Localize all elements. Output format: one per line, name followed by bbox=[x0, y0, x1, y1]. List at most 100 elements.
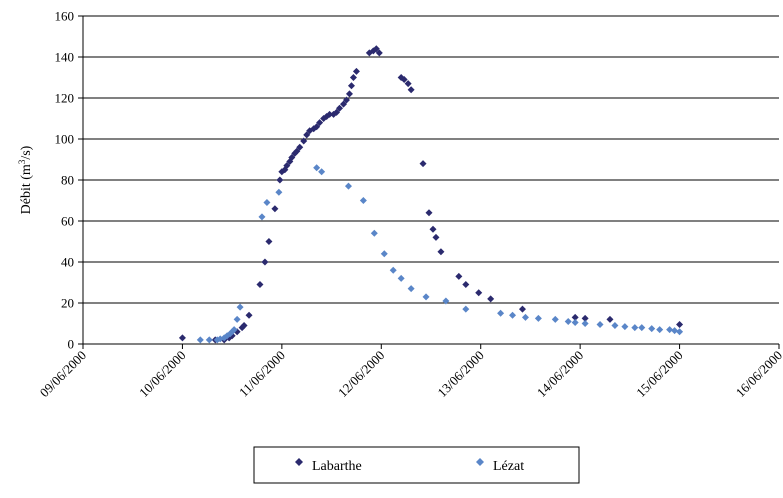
data-point bbox=[621, 323, 629, 331]
y-tick-label: 20 bbox=[61, 296, 74, 311]
data-point bbox=[344, 182, 352, 190]
y-tick-label: 0 bbox=[68, 337, 75, 352]
legend-marker-lezat bbox=[476, 458, 484, 466]
x-axis-ticks: 09/06/2000 10/06/2000 11/06/2000 12/06/2000… bbox=[37, 344, 783, 400]
grid-lines bbox=[83, 15, 779, 304]
data-point bbox=[462, 305, 470, 313]
legend-label-labarthe: Labarthe bbox=[312, 459, 362, 474]
data-point bbox=[611, 322, 619, 330]
data-point bbox=[462, 281, 470, 289]
data-point bbox=[407, 86, 415, 94]
data-point bbox=[564, 317, 572, 325]
data-point bbox=[349, 74, 357, 81]
data-points bbox=[178, 45, 684, 344]
y-tick-label: 120 bbox=[55, 91, 75, 106]
data-point bbox=[283, 162, 291, 170]
data-point bbox=[425, 209, 433, 217]
axes bbox=[82, 16, 779, 345]
data-point bbox=[380, 250, 388, 258]
data-point bbox=[205, 336, 213, 344]
x-tick-label: 11/06/2000 bbox=[236, 348, 288, 400]
data-point bbox=[326, 110, 334, 118]
data-point bbox=[340, 100, 348, 108]
legend-label-lezat: Lézat bbox=[493, 459, 524, 474]
data-point bbox=[318, 168, 326, 176]
data-point bbox=[407, 285, 415, 293]
y-tick-label: 40 bbox=[61, 255, 74, 270]
data-point bbox=[375, 49, 383, 57]
data-point bbox=[263, 199, 271, 207]
x-tick-label: 15/06/2000 bbox=[633, 348, 685, 400]
x-tick-label: 10/06/2000 bbox=[136, 348, 188, 400]
legend-marker-labarthe bbox=[295, 458, 303, 466]
data-point bbox=[596, 321, 604, 329]
data-point bbox=[333, 108, 341, 116]
data-point bbox=[671, 327, 679, 335]
data-point bbox=[275, 188, 283, 196]
data-point bbox=[676, 328, 684, 336]
data-point bbox=[296, 143, 304, 151]
data-point bbox=[245, 311, 253, 319]
data-point bbox=[497, 309, 505, 317]
data-point bbox=[419, 160, 427, 168]
data-point bbox=[347, 82, 355, 90]
data-point bbox=[400, 76, 408, 84]
data-point bbox=[429, 225, 437, 233]
data-point bbox=[256, 281, 264, 289]
data-point bbox=[581, 320, 589, 327]
data-point bbox=[422, 293, 430, 301]
data-point bbox=[233, 315, 241, 323]
data-point bbox=[437, 248, 445, 256]
data-point bbox=[316, 119, 324, 127]
data-point bbox=[455, 272, 463, 280]
y-axis-ticks: 0 20 40 60 80 100 120 140 160 bbox=[55, 9, 83, 352]
data-point bbox=[432, 233, 440, 241]
y-tick-label: 100 bbox=[55, 132, 75, 147]
data-point bbox=[404, 80, 412, 88]
data-point bbox=[370, 229, 378, 237]
data-point bbox=[352, 67, 360, 75]
data-point bbox=[397, 274, 405, 282]
series-labarthe bbox=[178, 45, 684, 344]
data-point bbox=[606, 315, 614, 323]
data-point bbox=[631, 324, 639, 332]
data-point bbox=[638, 324, 646, 332]
data-point bbox=[261, 258, 269, 266]
data-point bbox=[342, 96, 350, 104]
data-point bbox=[442, 297, 450, 305]
data-point bbox=[236, 303, 244, 311]
data-point bbox=[534, 314, 542, 322]
data-point bbox=[372, 45, 380, 53]
data-point bbox=[551, 315, 559, 323]
data-point bbox=[666, 326, 674, 334]
data-point bbox=[240, 322, 248, 330]
y-tick-label: 160 bbox=[55, 9, 75, 24]
data-point bbox=[265, 238, 273, 245]
data-point bbox=[581, 314, 589, 322]
data-point bbox=[345, 90, 353, 98]
data-point bbox=[300, 137, 308, 145]
x-tick-label: 09/06/2000 bbox=[37, 348, 89, 400]
data-point bbox=[313, 123, 321, 131]
x-tick-label: 13/06/2000 bbox=[434, 348, 486, 400]
data-point bbox=[276, 176, 284, 184]
data-point bbox=[293, 147, 301, 155]
data-point bbox=[656, 326, 664, 334]
data-point bbox=[648, 325, 656, 333]
data-point bbox=[230, 326, 238, 334]
y-tick-label: 60 bbox=[61, 214, 74, 229]
data-point bbox=[313, 164, 321, 172]
y-tick-label: 80 bbox=[61, 173, 74, 188]
data-point bbox=[676, 321, 684, 329]
series-lzat bbox=[196, 164, 684, 344]
y-tick-label: 140 bbox=[55, 50, 75, 65]
y-axis-label: Débit (m3/s) bbox=[17, 145, 34, 214]
x-tick-label: 14/06/2000 bbox=[534, 348, 586, 400]
x-tick-label: 12/06/2000 bbox=[335, 348, 387, 400]
data-point bbox=[487, 295, 495, 303]
data-point bbox=[271, 205, 279, 213]
legend-box bbox=[253, 446, 580, 484]
data-point bbox=[475, 289, 483, 297]
x-tick-label: 16/06/2000 bbox=[733, 348, 783, 400]
